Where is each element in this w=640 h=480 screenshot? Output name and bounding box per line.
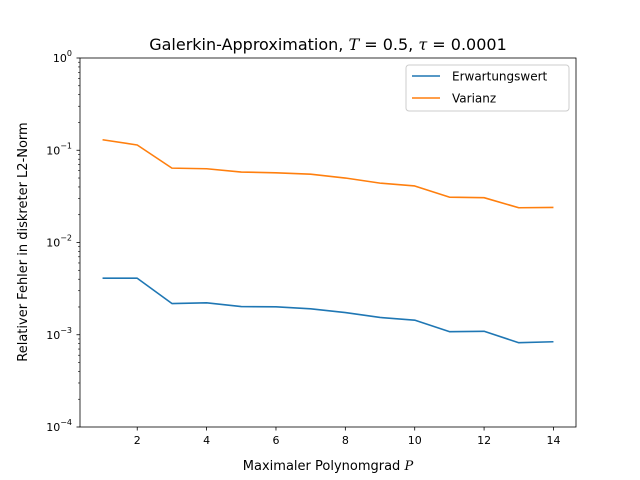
y-tick-label: 10−4 [46, 418, 72, 434]
y-tick-label-exponent: −1 [60, 141, 72, 150]
legend-label: Varianz [452, 92, 496, 106]
legend: Erwartungswert Varianz [405, 64, 570, 112]
title-tau-symbol: τ [418, 35, 428, 54]
y-tick-label-base: 10 [53, 52, 67, 65]
title-t-symbol: T [348, 35, 360, 54]
legend-label: Erwartungswert [452, 70, 548, 84]
y-tick-label: 10−1 [46, 141, 72, 157]
title-tau-value: = 0.0001 [427, 35, 507, 54]
series-line-erwartungswert [102, 277, 554, 344]
x-tick-label: 2 [134, 434, 141, 447]
x-tick-label: 8 [342, 434, 349, 447]
y-tick-label-base: 10 [46, 329, 60, 342]
x-axis-label: Maximaler Polynomgrad P [243, 459, 414, 474]
y-tick-label: 10−2 [46, 234, 72, 250]
x-tick-label: 6 [272, 434, 279, 447]
y-tick-label-exponent: −2 [60, 234, 72, 243]
y-tick-label: 100 [53, 49, 72, 65]
x-tick-label: 10 [408, 434, 422, 447]
title-prefix: Galerkin-Approximation, [149, 35, 348, 54]
series-line-varianz [102, 138, 554, 209]
x-tick-label: 4 [203, 434, 210, 447]
y-tick-label-exponent: 0 [67, 49, 72, 58]
title-t-value: = 0.5, [359, 35, 418, 54]
y-tick-label: 10−3 [46, 326, 72, 342]
y-axis-label: Relativer Fehler in diskreter L2-Norm [16, 122, 31, 361]
x-axis-label-text: Maximaler Polynomgrad [243, 459, 405, 474]
legend-box [405, 64, 570, 112]
y-tick-label-exponent: −4 [60, 418, 72, 427]
chart-title: Galerkin-Approximation, T = 0.5, τ = 0.0… [149, 35, 507, 54]
x-tick-label: 14 [546, 434, 560, 447]
x-tick-label: 12 [477, 434, 491, 447]
y-tick-label-exponent: −3 [60, 326, 72, 335]
x-axis-label-symbol: P [403, 459, 413, 474]
y-tick-label-base: 10 [46, 237, 60, 250]
y-tick-label-base: 10 [46, 144, 60, 157]
y-tick-label-base: 10 [46, 421, 60, 434]
axes-frame [79, 57, 577, 428]
